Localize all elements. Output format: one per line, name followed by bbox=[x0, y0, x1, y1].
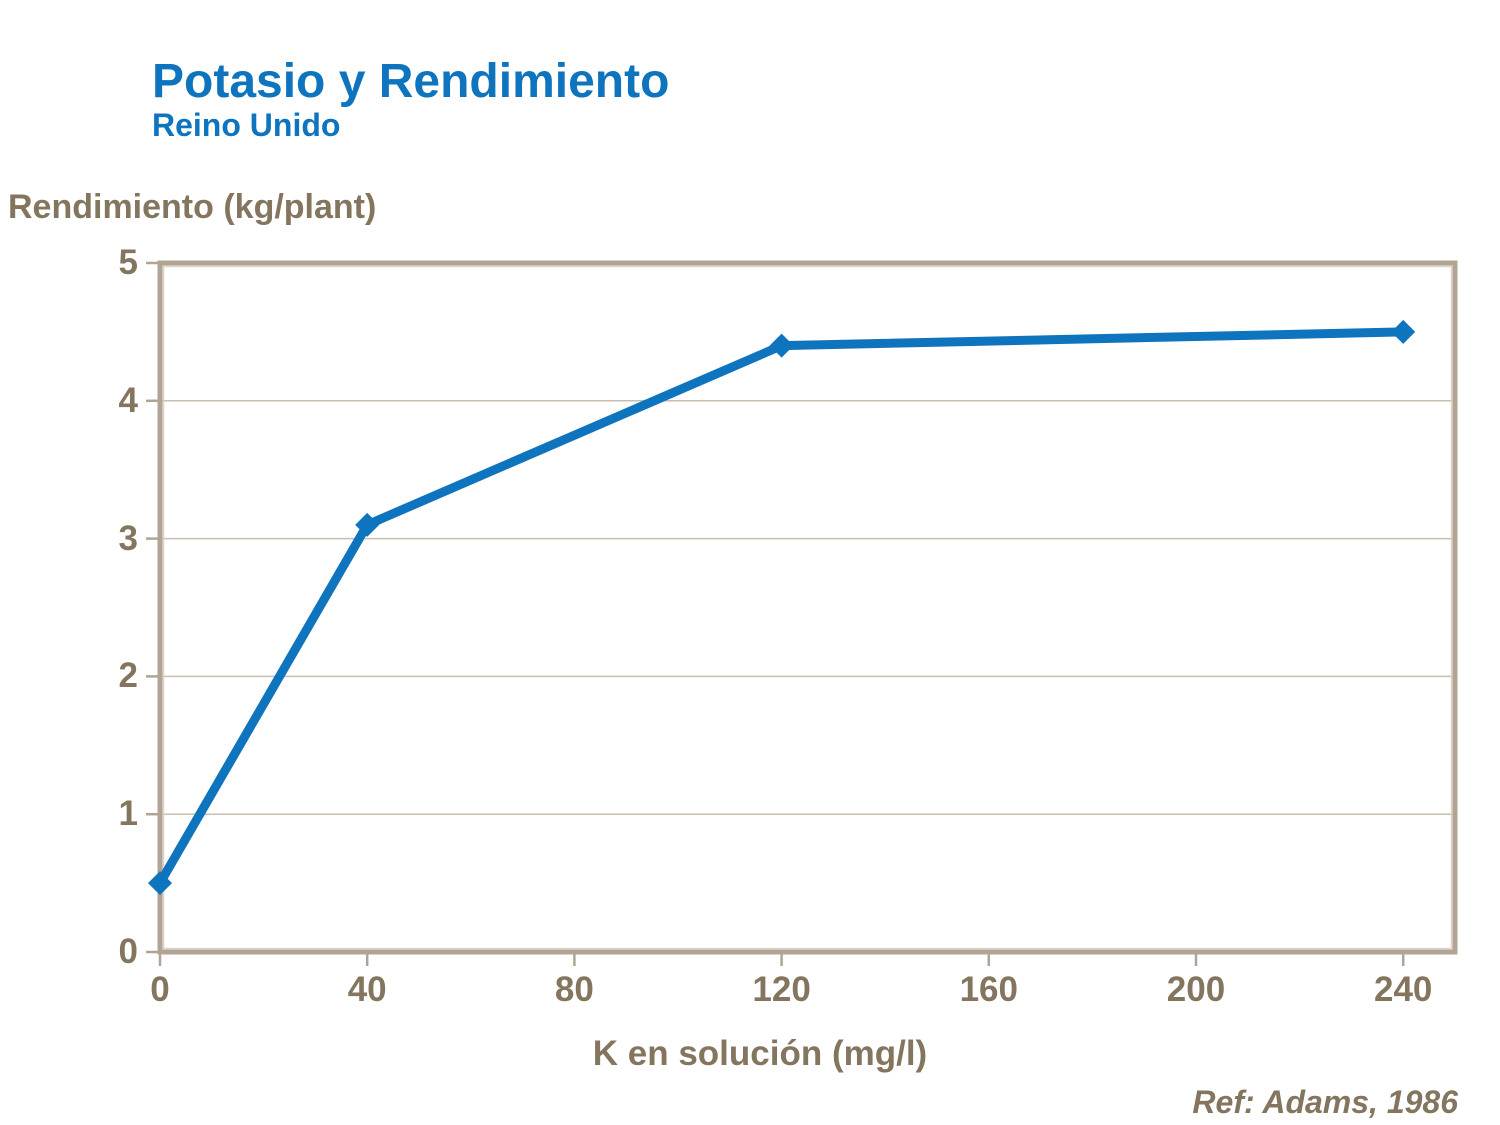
data-point-marker bbox=[355, 512, 380, 537]
x-tick-label: 80 bbox=[554, 970, 594, 1009]
plot-frame bbox=[157, 260, 1458, 955]
y-axis-title: Rendimiento (kg/plant) bbox=[8, 188, 377, 226]
reference-note: Ref: Adams, 1986 bbox=[1192, 1084, 1458, 1120]
x-tick-label: 240 bbox=[1373, 970, 1433, 1009]
y-tick-label: 4 bbox=[118, 380, 138, 420]
x-tick-label: 120 bbox=[752, 970, 811, 1009]
data-line bbox=[155, 327, 1408, 888]
data-point-marker bbox=[1391, 319, 1416, 344]
y-tick-label: 2 bbox=[118, 656, 138, 696]
chart-title: Potasio y Rendimiento bbox=[152, 55, 670, 108]
y-tick-label: 3 bbox=[118, 518, 138, 558]
plot-frame-highlight bbox=[162, 265, 1453, 950]
x-axis-title: K en solución (mg/l) bbox=[592, 1034, 928, 1073]
y-tick-label: 1 bbox=[118, 794, 138, 834]
data-point-marker bbox=[769, 333, 794, 358]
y-tick-label: 5 bbox=[118, 243, 138, 282]
data-point-marker bbox=[148, 871, 172, 896]
x-tick-label: 0 bbox=[150, 970, 170, 1009]
x-tick-label: 200 bbox=[1166, 970, 1226, 1009]
x-tick-label: 40 bbox=[347, 970, 387, 1009]
x-tick-label: 160 bbox=[959, 970, 1018, 1009]
y-tick-label: 0 bbox=[118, 932, 138, 971]
chart-subtitle: Reino Unido bbox=[152, 107, 341, 143]
